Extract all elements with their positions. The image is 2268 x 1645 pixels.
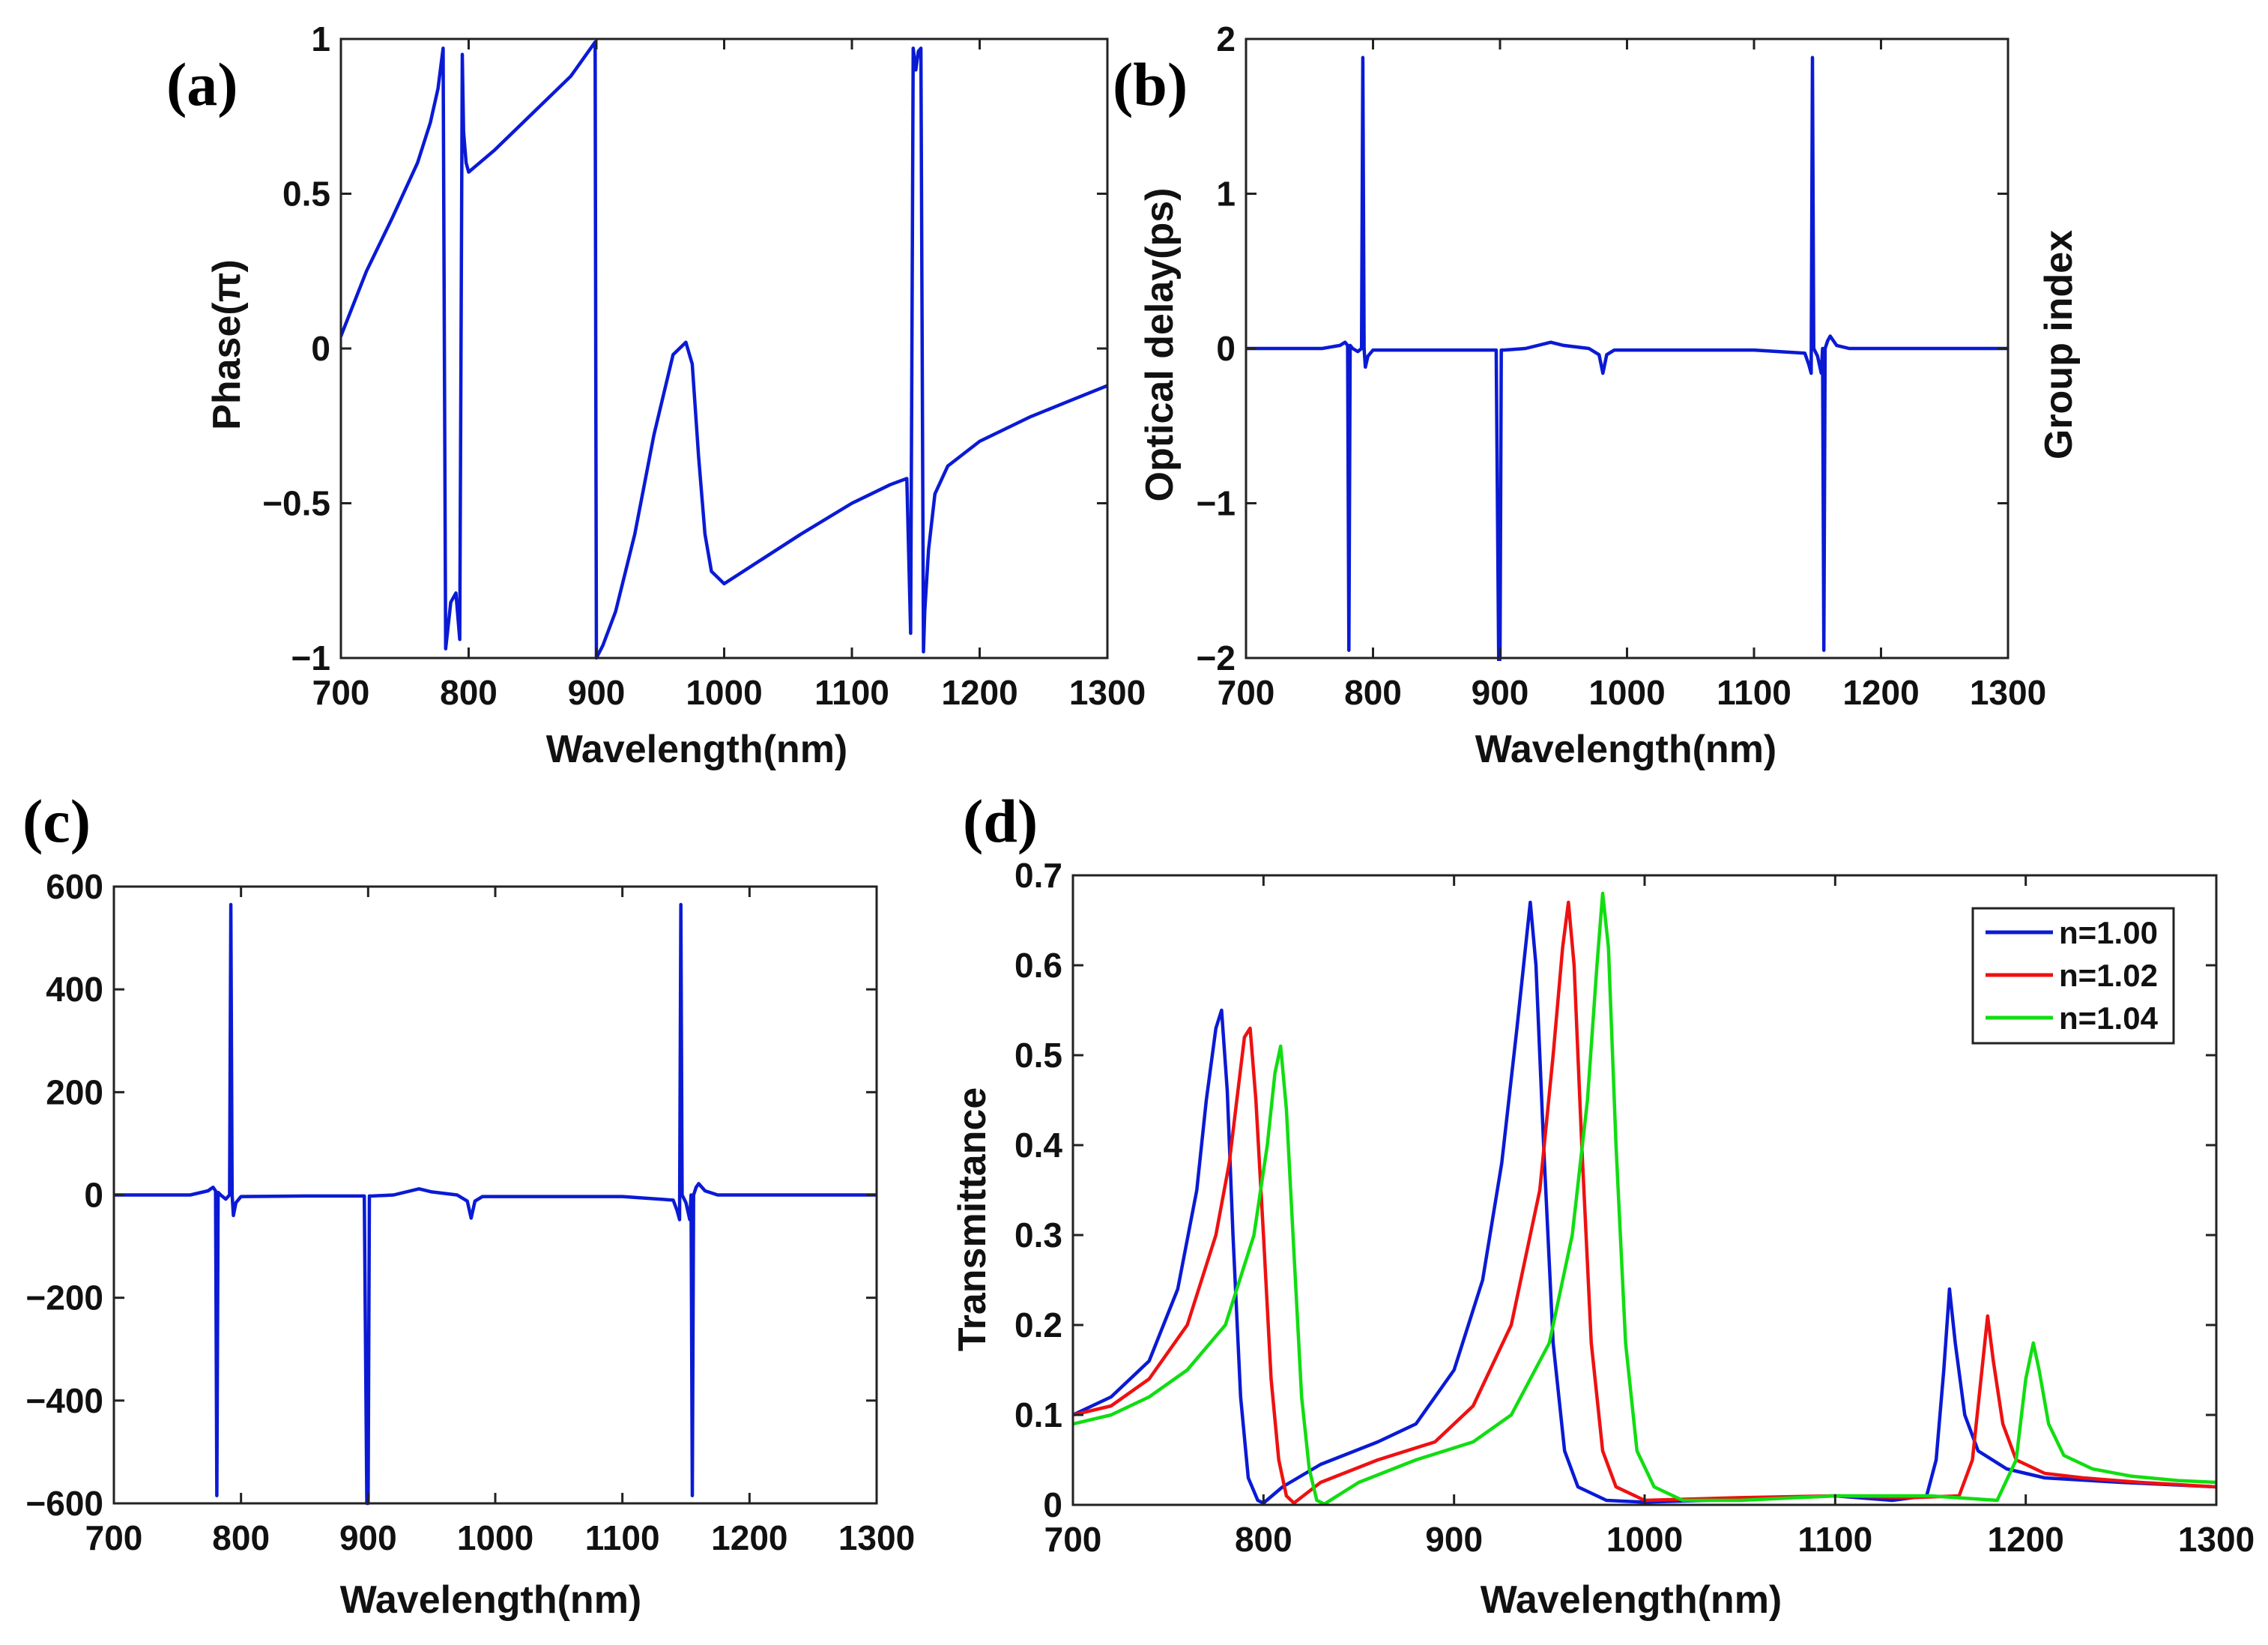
panel-b-ylabel: Optical delay(ps) [1138, 188, 1182, 502]
panel-b-ytick-label: 2 [1216, 19, 1236, 58]
panel-a-frame [339, 37, 1109, 659]
panel-a-ytick-label: 0 [311, 329, 330, 368]
panel-c-xtick-label: 900 [339, 1518, 397, 1557]
panel-c-xtick-label: 1100 [585, 1518, 660, 1557]
panel-b-ytick-label: −1 [1197, 484, 1236, 523]
panel-a-xlabel: Wavelength(nm) [546, 728, 848, 771]
panel-d-xtick-label: 1000 [1606, 1520, 1683, 1559]
panel-a-xtick-label: 700 [312, 673, 370, 712]
panel-b-xtick-label: 800 [1344, 673, 1402, 712]
panel-a-label: (a) [166, 50, 238, 118]
panel-c-ytick-label: −600 [25, 1484, 103, 1523]
panel-c-xtick-label: 1300 [838, 1518, 915, 1557]
panel-a-xtick-label: 900 [568, 673, 626, 712]
panel-b-plot-area: 700 800 900 1000 1100 1200 1300 −2 −1 0 1 2 [1197, 19, 2047, 712]
panel-d-ytick-label: 0.7 [1014, 856, 1062, 895]
panel-d-ylabel: Transmittance [951, 1087, 994, 1352]
panel-b-ytick-label: −2 [1197, 639, 1236, 677]
panel-d-xtick-label: 900 [1425, 1520, 1483, 1559]
panel-a-ylabel: Phase(π) [205, 259, 249, 430]
panel-d: (d) Transmittance Wavelength(nm) 700 800 9… [951, 787, 2255, 1622]
panel-b-xtick-label: 1200 [1842, 673, 1919, 712]
panel-c: (c) Wavelength(nm) 700 800 900 1000 1100 1200… [22, 787, 915, 1622]
panel-d-ytick-label: 0.1 [1014, 1395, 1062, 1434]
panel-b-xtick-label: 1000 [1588, 673, 1665, 712]
panel-a-ytick-label: 0.5 [282, 175, 330, 214]
panel-a-plot-area: 700 800 900 1000 1100 1200 1300 −1 −0.5 0 0.5 1 [262, 19, 1146, 712]
panel-b-series-delay [1246, 55, 2008, 661]
panel-c-xtick-label: 700 [85, 1518, 143, 1557]
panel-d-ytick-label: 0.3 [1014, 1216, 1062, 1255]
panel-b-right-ylabel: Group index [2037, 230, 2081, 459]
panel-d-xtick-label: 1100 [1797, 1520, 1872, 1559]
panel-b-xlabel: Wavelength(nm) [1475, 728, 1777, 771]
panel-d-ytick-label: 0 [1043, 1485, 1062, 1524]
panel-d-series-n-1-02 [1073, 900, 2216, 1505]
panel-c-plot-area: 700 800 900 1000 1100 1200 1300 −600 −400 −200 0 20… [25, 867, 915, 1557]
panel-d-series-n-1-00 [1073, 900, 2216, 1505]
panel-a-ytick-label: −1 [291, 639, 330, 677]
panel-a-xtick-label: 1300 [1069, 673, 1146, 712]
panel-c-ytick-label: 200 [46, 1072, 103, 1111]
panel-d-ytick-label: 0.6 [1014, 946, 1062, 985]
legend-label-n102: n=1.02 [2059, 958, 2158, 993]
panel-a-xtick-label: 1100 [814, 673, 889, 712]
panel-a: (a) Phase(π) Wavelength(nm) 700 800 900 100… [166, 19, 1146, 771]
panel-b-xtick-label: 900 [1472, 673, 1529, 712]
panel-c-label: (c) [22, 787, 91, 855]
panel-d-label: (d) [963, 787, 1038, 855]
panel-c-ytick-label: 0 [84, 1176, 103, 1215]
panel-d-legend: n=1.00 n=1.02 n=1.04 [1971, 907, 2175, 1045]
panel-b-label: (b) [1113, 50, 1188, 118]
panel-b-xtick-label: 1100 [1717, 673, 1791, 712]
panel-d-xtick-label: 1300 [2178, 1520, 2255, 1559]
panel-c-series-group-index [114, 902, 877, 1506]
panel-d-ytick-label: 0.2 [1014, 1306, 1062, 1344]
panel-c-ytick-label: −400 [25, 1381, 103, 1420]
panel-d-ytick-label: 0.5 [1014, 1036, 1062, 1075]
panel-d-plot-area: 700 800 900 1000 1100 1200 1300 0 0.1 0.2 0.3 0.4 0.… [1014, 856, 2255, 1559]
panel-d-xlabel: Wavelength(nm) [1481, 1578, 1782, 1622]
panel-a-xtick-label: 1200 [941, 673, 1017, 712]
panel-a-ytick-label: 1 [311, 19, 330, 58]
panel-a-series-phase [341, 40, 1107, 660]
panel-d-xtick-label: 700 [1044, 1520, 1102, 1559]
panel-c-ytick-label: 600 [46, 867, 103, 906]
panel-c-ytick-label: 400 [46, 970, 103, 1009]
panel-c-xtick-label: 1000 [457, 1518, 533, 1557]
panel-a-xtick-label: 800 [440, 673, 498, 712]
panel-c-xtick-label: 800 [212, 1518, 270, 1557]
panel-c-ytick-label: −200 [25, 1279, 103, 1317]
panel-d-series-n-1-04 [1073, 891, 2216, 1506]
panel-b-xtick-label: 1300 [1970, 673, 2046, 712]
panel-c-xtick-label: 1200 [711, 1518, 787, 1557]
legend-label-n100: n=1.00 [2059, 915, 2158, 950]
legend-label-n104: n=1.04 [2059, 1000, 2159, 1036]
panel-b: (b) Optical delay(ps) Group index Wavele… [1113, 19, 2081, 771]
panel-c-xlabel: Wavelength(nm) [340, 1578, 642, 1622]
panel-a-ytick-label: −0.5 [262, 484, 330, 523]
panel-b-ytick-label: 1 [1216, 175, 1236, 214]
panel-d-xtick-label: 1200 [1987, 1520, 2063, 1559]
panel-d-ytick-label: 0.4 [1014, 1126, 1062, 1165]
panel-d-xtick-label: 800 [1235, 1520, 1292, 1559]
panel-b-ytick-label: 0 [1216, 329, 1236, 368]
panel-b-xtick-label: 700 [1218, 673, 1275, 712]
panel-a-xtick-label: 1000 [686, 673, 762, 712]
